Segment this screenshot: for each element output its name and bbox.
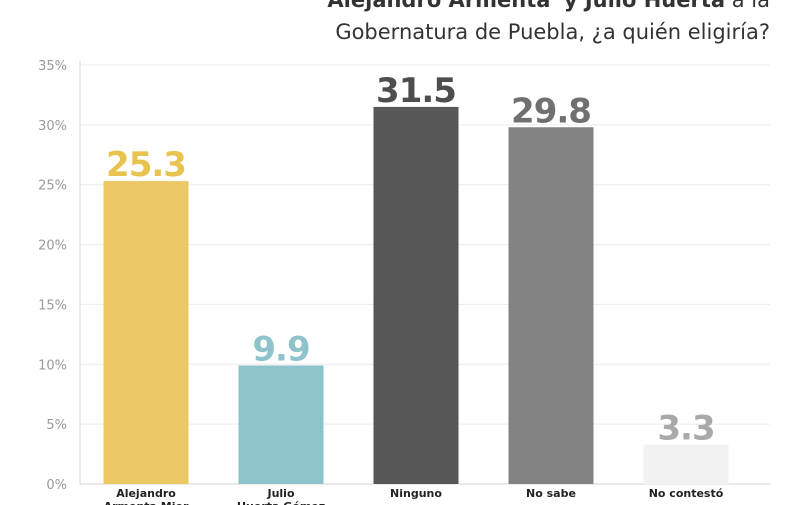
bar-value-label: 29.8 <box>511 91 591 131</box>
bar-value-label: 31.5 <box>376 71 456 111</box>
bar <box>508 127 594 484</box>
y-tick-label: 25% <box>38 179 67 194</box>
y-tick-label: 35% <box>38 59 67 74</box>
x-category-label: Armenta Mier <box>104 500 189 505</box>
y-tick-label: 5% <box>46 418 67 433</box>
bar <box>238 365 324 484</box>
x-category-label: Ninguno <box>390 487 442 500</box>
title-bold-huerta: y Julio Huerta <box>563 0 726 12</box>
bar <box>103 181 189 484</box>
chart-title-line-2: Gobernatura de Puebla, ¿a quién eligiría… <box>335 20 770 44</box>
x-category-label: No sabe <box>526 487 576 500</box>
y-tick-label: 30% <box>38 119 67 134</box>
y-tick-label: 10% <box>38 358 67 373</box>
y-tick-label: 15% <box>38 298 67 313</box>
x-category-label: Huerta Gómez <box>237 500 325 505</box>
bar-value-label: 9.9 <box>252 329 309 369</box>
x-category-label: Alejandro <box>116 487 176 500</box>
bar-value-label: 3.3 <box>657 408 714 448</box>
title-rest: a la <box>731 0 770 12</box>
bar <box>373 106 459 485</box>
y-tick-label: 20% <box>38 239 67 254</box>
y-tick-label: 0% <box>46 478 67 493</box>
bar <box>643 444 729 484</box>
title-bold-armenta: Alejandro Armenta <box>327 0 551 12</box>
bar-value-label: 25.3 <box>106 145 186 185</box>
x-category-label: No contestó <box>649 487 724 500</box>
chart-title-line-1: Alejandro Armenta y Julio Huerta a la <box>327 0 770 13</box>
x-category-label: Julio <box>266 487 294 500</box>
